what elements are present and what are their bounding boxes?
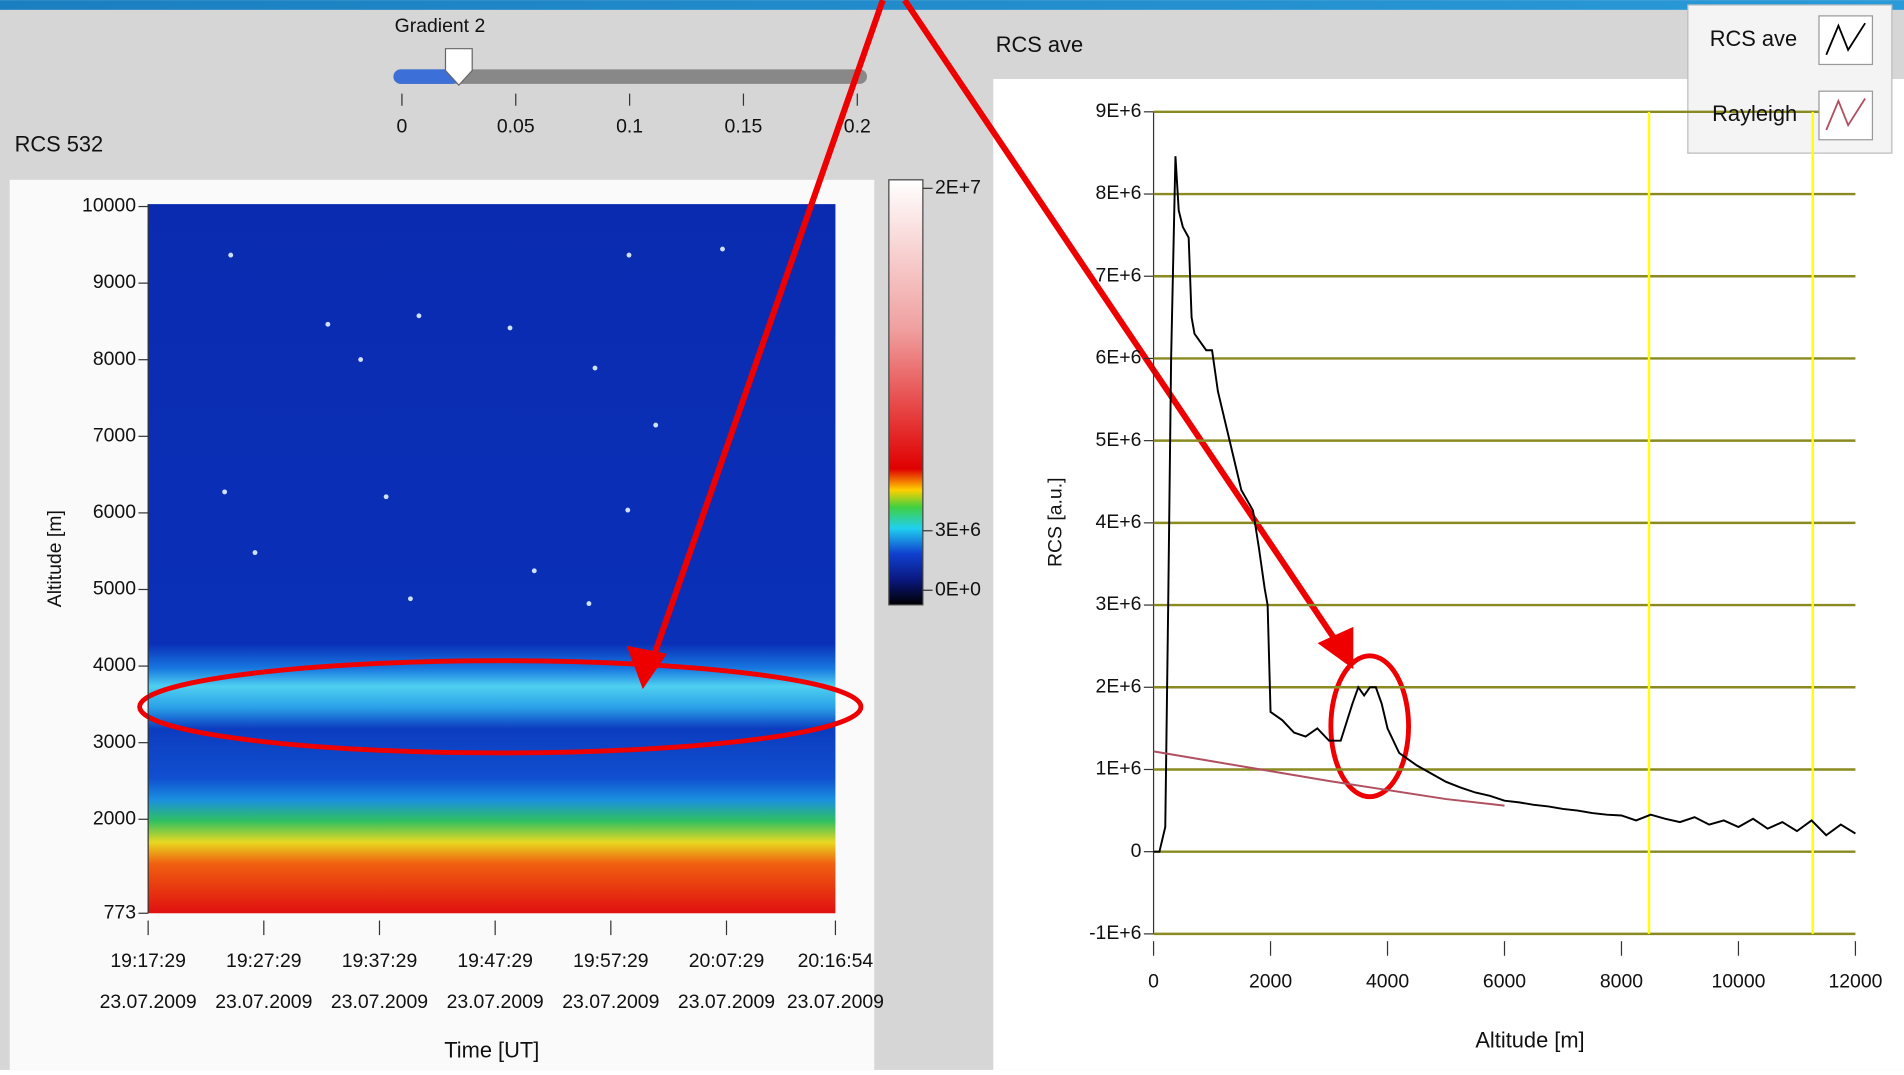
x-tick-label: 6000 [1483,971,1526,993]
y-tick-label: 4E+6 [1096,511,1142,533]
x-tick-label: 19:47:29 [457,950,533,972]
y-tick-label: 6000 [93,501,136,523]
x-tick-label: 19:27:29 [226,950,302,972]
x-tick-label: 12000 [1828,971,1882,993]
y-tick-label: 9E+6 [1096,100,1142,122]
x-tick-label: 10000 [1711,971,1765,993]
y-tick-label: 1E+6 [1096,758,1142,780]
panel-title: RCS 532 [15,132,104,157]
legend-label: RCS ave [1710,26,1797,51]
x-tick-date: 23.07.2009 [100,991,197,1013]
legend-swatch-box [1818,90,1874,141]
y-tick-label: 2E+6 [1096,675,1142,697]
x-tick-date: 23.07.2009 [787,991,884,1013]
x-tick-date: 23.07.2009 [331,991,428,1013]
slider-tick-label: 0 [397,116,408,138]
slider-tick-label: 0.1 [616,116,643,138]
y-tick-label: 8000 [93,348,136,370]
x-tick-date: 23.07.2009 [562,991,659,1013]
slider-track[interactable] [393,69,867,84]
series-line [1153,156,1856,853]
x-tick-label: 19:37:29 [342,950,418,972]
x-axis-label: Altitude [m] [1475,1028,1584,1053]
y-tick-label: 8E+6 [1096,182,1142,204]
y-tick-label: 3E+6 [1096,593,1142,615]
x-tick-label: 20:07:29 [689,950,765,972]
y-tick-label: 5E+6 [1096,429,1142,451]
x-tick-label: 4000 [1366,971,1409,993]
noise-dots [222,246,725,607]
x-tick-label: 19:57:29 [573,950,649,972]
slider-tick-label: 0.05 [497,116,535,138]
x-tick-label: 0 [1148,971,1159,993]
x-tick-date: 23.07.2009 [447,991,544,1013]
slider-tick-label: 0.15 [725,116,763,138]
series-line [1153,750,1505,807]
y-tick-label: 6E+6 [1096,347,1142,369]
y-tick-label: 0 [1131,840,1142,862]
slider-thumb [444,48,473,87]
x-tick-label: 20:16:54 [798,950,874,972]
slider-label: Gradient 2 [395,15,486,37]
colorbar [888,179,924,606]
slider-fill [393,69,459,84]
panel-title: RCS ave [996,32,1083,57]
y-tick-label: 2000 [93,807,136,829]
x-tick-label: 2000 [1249,971,1292,993]
legend-swatch [1825,97,1866,131]
intensity-image [148,204,836,914]
y-tick-label: 5000 [93,578,136,600]
slider-tick-label: 0.2 [844,116,871,138]
right-panel [993,79,1904,1070]
y-tick-label: 4000 [93,654,136,676]
y-tick-label: 7000 [93,424,136,446]
y-axis-label: Altitude [m] [44,510,66,607]
colorbar-label: 0E+0 [935,578,981,600]
x-tick-date: 23.07.2009 [678,991,775,1013]
y-tick-label: 9000 [93,271,136,293]
y-axis-label: RCS [a.u.] [1045,477,1067,567]
annotations [137,0,1411,800]
x-tick-label: 19:17:29 [110,950,186,972]
y-tick-label: 773 [104,901,136,923]
legend-swatch-box [1818,15,1874,66]
x-tick-label: 8000 [1600,971,1643,993]
legend-label: Rayleigh [1712,101,1797,126]
x-axis-label: Time [UT] [444,1037,539,1062]
x-tick-date: 23.07.2009 [215,991,312,1013]
colorbar-label: 3E+6 [935,519,981,541]
title-strip [0,0,1904,10]
colorbar-label: 2E+7 [935,176,981,198]
y-tick-label: 3000 [93,731,136,753]
y-tick-label: -1E+6 [1089,922,1141,944]
legend-swatch [1825,22,1866,56]
y-tick-label: 7E+6 [1096,264,1142,286]
y-tick-label: 10000 [82,195,136,217]
